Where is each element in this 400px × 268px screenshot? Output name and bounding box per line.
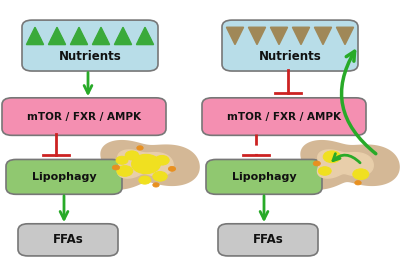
Polygon shape	[301, 141, 398, 188]
Circle shape	[116, 156, 128, 164]
Polygon shape	[292, 27, 310, 44]
Text: mTOR / FXR / AMPK: mTOR / FXR / AMPK	[27, 111, 141, 122]
Circle shape	[112, 165, 120, 170]
Text: Nutrients: Nutrients	[59, 50, 121, 63]
Polygon shape	[95, 30, 107, 40]
Circle shape	[318, 167, 331, 175]
Text: FFAs: FFAs	[53, 233, 83, 246]
Polygon shape	[248, 27, 266, 44]
Circle shape	[139, 176, 151, 184]
Circle shape	[155, 155, 169, 165]
Polygon shape	[318, 150, 373, 178]
Polygon shape	[314, 27, 332, 44]
Polygon shape	[336, 27, 354, 44]
Polygon shape	[26, 27, 44, 44]
FancyBboxPatch shape	[202, 98, 366, 135]
Circle shape	[323, 151, 341, 163]
Circle shape	[168, 166, 176, 171]
Circle shape	[132, 154, 160, 174]
Text: Lipophagy: Lipophagy	[232, 172, 296, 182]
FancyBboxPatch shape	[18, 224, 118, 256]
FancyBboxPatch shape	[2, 98, 166, 135]
Polygon shape	[136, 27, 154, 44]
Polygon shape	[29, 30, 41, 40]
Text: FFAs: FFAs	[253, 233, 283, 246]
Circle shape	[353, 169, 369, 180]
Text: Nutrients: Nutrients	[259, 50, 321, 63]
Polygon shape	[226, 27, 244, 44]
Circle shape	[125, 151, 139, 160]
Circle shape	[355, 181, 361, 185]
Text: Lipophagy: Lipophagy	[32, 172, 96, 182]
Polygon shape	[270, 27, 288, 44]
Polygon shape	[51, 30, 63, 40]
Polygon shape	[101, 141, 198, 188]
Circle shape	[313, 161, 320, 166]
Polygon shape	[92, 27, 110, 44]
Polygon shape	[139, 30, 151, 40]
FancyBboxPatch shape	[6, 159, 122, 194]
FancyBboxPatch shape	[22, 20, 158, 71]
Polygon shape	[118, 150, 173, 178]
Circle shape	[153, 172, 167, 181]
FancyBboxPatch shape	[222, 20, 358, 71]
FancyBboxPatch shape	[218, 224, 318, 256]
FancyBboxPatch shape	[206, 159, 322, 194]
Polygon shape	[73, 30, 85, 40]
Text: mTOR / FXR / AMPK: mTOR / FXR / AMPK	[227, 111, 341, 122]
Circle shape	[153, 183, 159, 187]
Polygon shape	[70, 27, 88, 44]
Polygon shape	[48, 27, 66, 44]
Circle shape	[117, 166, 133, 176]
Circle shape	[137, 146, 143, 150]
Polygon shape	[117, 30, 129, 40]
Polygon shape	[114, 27, 132, 44]
